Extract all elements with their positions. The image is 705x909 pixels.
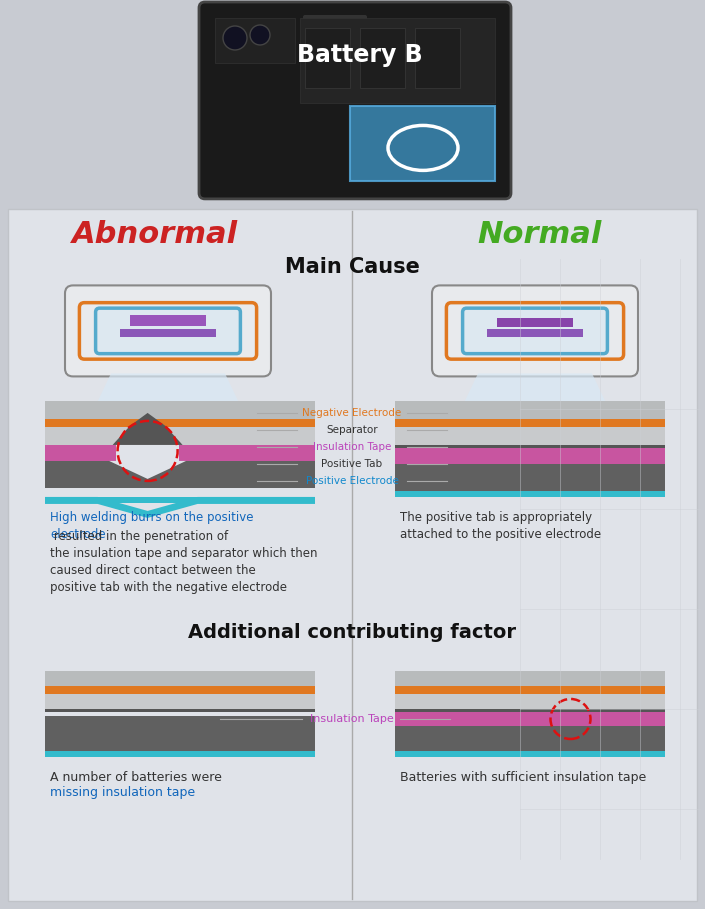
Bar (395, 709, 665, 712)
Bar (395, 712, 665, 726)
Bar (45, 401, 315, 419)
Bar (45, 461, 315, 488)
Polygon shape (109, 461, 186, 479)
Circle shape (223, 26, 247, 50)
FancyBboxPatch shape (462, 308, 608, 354)
FancyBboxPatch shape (96, 308, 240, 354)
Bar (45, 751, 315, 757)
FancyBboxPatch shape (303, 15, 367, 27)
Bar (45, 497, 315, 503)
Bar (45, 709, 315, 712)
Bar (395, 751, 665, 757)
FancyBboxPatch shape (432, 285, 638, 376)
Text: resulted in the penetration of
the insulation tape and separator which then
caus: resulted in the penetration of the insul… (50, 530, 317, 594)
Text: Separator: Separator (326, 425, 378, 435)
Bar (300, 18, 495, 103)
Bar (395, 694, 665, 709)
Circle shape (250, 25, 270, 45)
Bar (120, 329, 216, 337)
Text: Positive Electrode: Positive Electrode (305, 476, 398, 486)
Bar (395, 401, 665, 419)
Text: Batteries with sufficient insulation tape: Batteries with sufficient insulation tap… (400, 771, 646, 784)
Bar (395, 491, 665, 497)
Bar (45, 445, 116, 461)
Polygon shape (113, 413, 183, 445)
Text: High welding burrs on the positive
electrode: High welding burrs on the positive elect… (50, 511, 254, 541)
Text: Battery B: Battery B (298, 43, 423, 67)
Polygon shape (45, 497, 315, 518)
Bar (305, 28, 350, 88)
Bar (498, 318, 572, 327)
Bar (360, 28, 405, 88)
Bar (395, 448, 665, 464)
Text: missing insulation tape: missing insulation tape (50, 786, 195, 799)
FancyBboxPatch shape (446, 303, 624, 359)
Bar (350, 106, 495, 181)
Bar (179, 445, 315, 461)
Bar (45, 686, 315, 694)
Polygon shape (82, 374, 254, 434)
Bar (395, 671, 665, 686)
Text: Additional contributing factor: Additional contributing factor (188, 624, 516, 643)
FancyBboxPatch shape (199, 2, 511, 199)
Bar (45, 694, 315, 709)
Bar (415, 28, 460, 88)
Text: Insulation Tape: Insulation Tape (313, 442, 391, 452)
Bar (45, 427, 315, 445)
Text: A number of batteries were: A number of batteries were (50, 771, 222, 784)
Bar (487, 329, 583, 337)
Polygon shape (450, 374, 620, 434)
Bar (45, 419, 315, 427)
Bar (395, 726, 665, 751)
Text: Insulation Tape: Insulation Tape (310, 714, 394, 724)
Bar (395, 445, 665, 448)
Text: Negative Electrode: Negative Electrode (302, 408, 402, 418)
Text: Positive Tab: Positive Tab (321, 459, 383, 469)
Bar (215, 18, 295, 63)
Bar (395, 686, 665, 694)
Bar (45, 671, 315, 686)
Text: Abnormal: Abnormal (72, 220, 238, 249)
Text: Normal: Normal (478, 220, 602, 249)
Bar (395, 419, 665, 427)
FancyBboxPatch shape (80, 303, 257, 359)
Text: The positive tab is appropriately
attached to the positive electrode: The positive tab is appropriately attach… (400, 511, 601, 541)
Text: Main Cause: Main Cause (285, 257, 419, 277)
Bar (45, 716, 315, 751)
Bar (395, 464, 665, 491)
Bar (130, 315, 206, 326)
FancyBboxPatch shape (65, 285, 271, 376)
Bar (395, 427, 665, 445)
